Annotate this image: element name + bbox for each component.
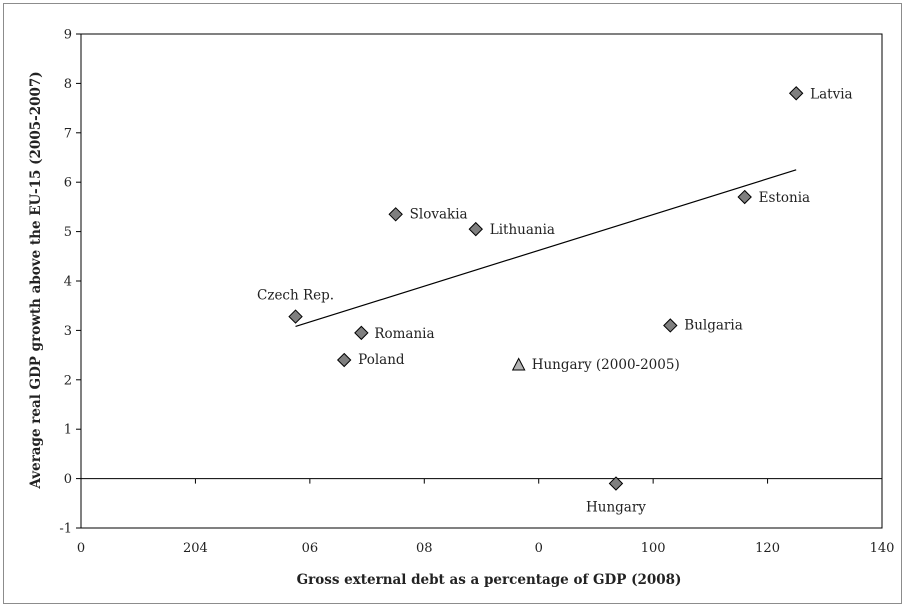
- point-latvia: [788, 86, 804, 101]
- y-tick-label: 8: [64, 77, 72, 92]
- point-lithuania: [468, 221, 483, 237]
- x-tick-label: 100: [641, 541, 666, 556]
- trendline: [295, 169, 797, 328]
- y-tick-label: 1: [64, 423, 72, 438]
- label-poland: Poland: [358, 352, 405, 368]
- point-labels-layer: Latvia Estonia Slovakia Lithuania Czech Rep.…: [257, 86, 853, 515]
- x-tick-label: 08: [416, 541, 433, 556]
- label-slovakia: Slovakia: [410, 206, 468, 222]
- label-hungary: Hungary: [586, 500, 646, 516]
- label-hungary-2000-2005: Hungary (2000-2005): [532, 357, 680, 373]
- x-tick-label: 0: [535, 541, 543, 556]
- y-tick-label: 4: [64, 275, 72, 290]
- label-latvia: Latvia: [810, 86, 852, 102]
- x-tick-label: 06: [302, 541, 319, 556]
- axes: [80, 33, 883, 529]
- points-layer: [288, 86, 804, 491]
- point-romania: [354, 325, 369, 341]
- point-bulgaria: [663, 318, 678, 333]
- y-tick-label: 5: [64, 225, 72, 240]
- label-lithuania: Lithuania: [490, 222, 555, 238]
- point-poland: [336, 352, 352, 368]
- y-tick-label: 2: [64, 373, 72, 388]
- label-bulgaria: Bulgaria: [684, 317, 742, 333]
- point-czech-rep: [288, 309, 303, 324]
- y-tick-label: 3: [64, 324, 72, 339]
- label-czech-rep: Czech Rep.: [257, 288, 334, 304]
- chart-frame: [3, 3, 902, 604]
- x-tick-label: 120: [755, 541, 780, 556]
- trendline-layer: [295, 169, 797, 328]
- point-hungary-2000-2005: [511, 357, 526, 371]
- y-tick-label: -1: [59, 522, 72, 537]
- point-slovakia: [388, 207, 403, 222]
- x-tick-label: 140: [870, 541, 895, 556]
- label-romania: Romania: [374, 326, 434, 342]
- point-hungary: [608, 476, 624, 491]
- x-axis-title: Gross external debt as a percentage of G…: [297, 572, 682, 588]
- y-tick-label: 0: [64, 472, 72, 487]
- point-estonia: [737, 189, 752, 205]
- y-tick-label: 9: [64, 28, 72, 43]
- label-estonia: Estonia: [759, 190, 810, 206]
- y-axis-title: Average real GDP growth above the EU-15 …: [28, 71, 44, 489]
- plot-area: [80, 33, 883, 529]
- x-tick-label: 0: [77, 541, 85, 556]
- x-tick-label: 204: [183, 541, 208, 556]
- ticks: -1 0 1 2 3 4 5 6 7 8 9 0 204 06 08 0 100 120 140: [59, 28, 894, 557]
- y-tick-label: 6: [64, 176, 72, 191]
- y-tick-label: 7: [64, 126, 72, 141]
